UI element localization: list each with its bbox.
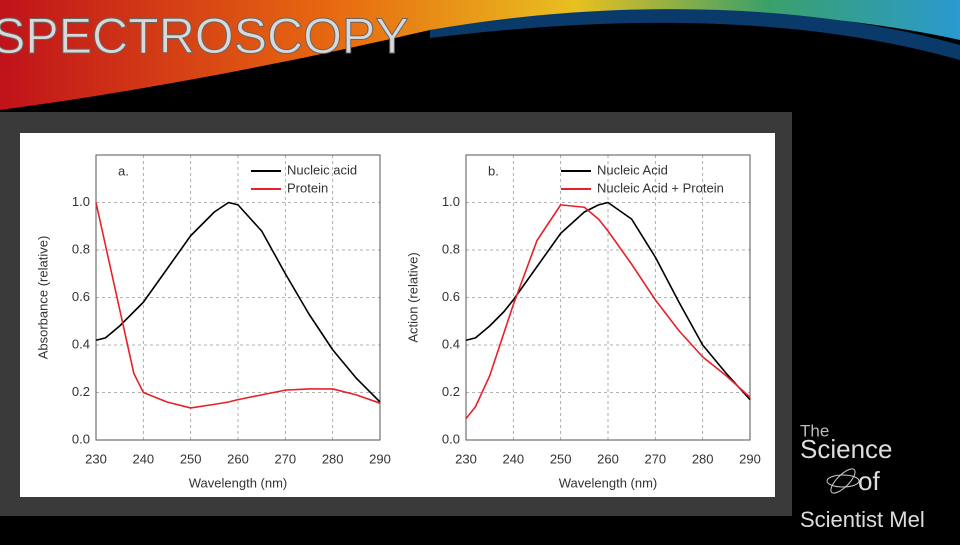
x-tick-label: 260 xyxy=(597,451,619,466)
x-tick-label: 280 xyxy=(322,451,344,466)
data-line xyxy=(465,204,751,420)
plot-frame xyxy=(465,154,751,441)
y-tick-label: 0.4 xyxy=(72,336,90,351)
y-tick-label: 0.2 xyxy=(442,384,460,399)
x-tick-label: 280 xyxy=(692,451,714,466)
logo-text: Scientist Mel xyxy=(800,507,925,532)
x-axis-label: Wavelength (nm) xyxy=(189,475,288,490)
title-swoosh xyxy=(0,0,960,110)
y-tick-label: 1.0 xyxy=(72,194,90,209)
y-tick-label: 0.8 xyxy=(72,241,90,256)
panel-annotation: a. xyxy=(118,163,129,178)
data-line xyxy=(465,201,751,401)
x-tick-label: 240 xyxy=(502,451,524,466)
x-tick-label: 240 xyxy=(132,451,154,466)
legend-label: Nucleic Acid xyxy=(597,162,668,177)
x-tick-label: 250 xyxy=(180,451,202,466)
x-tick-label: 250 xyxy=(550,451,572,466)
image-panel xyxy=(20,133,775,497)
y-tick-label: 1.0 xyxy=(442,194,460,209)
data-line xyxy=(95,202,381,409)
x-axis-label: Wavelength (nm) xyxy=(559,475,658,490)
logo-text: Science xyxy=(800,434,893,464)
panel-annotation: b. xyxy=(488,163,499,178)
legend-label: Protein xyxy=(287,180,328,195)
y-tick-label: 0.0 xyxy=(442,431,460,446)
x-tick-label: 260 xyxy=(227,451,249,466)
x-tick-label: 290 xyxy=(739,451,761,466)
data-line xyxy=(95,201,381,403)
y-tick-label: 0.6 xyxy=(72,289,90,304)
slide-title: SPECTROSCOPY xyxy=(0,8,409,64)
legend-label: Nucleic acid xyxy=(287,162,357,177)
y-tick-label: 0.0 xyxy=(72,431,90,446)
x-tick-label: 290 xyxy=(369,451,391,466)
legend-label: Nucleic Acid + Protein xyxy=(597,180,724,195)
plot-frame xyxy=(95,154,381,441)
y-tick-label: 0.2 xyxy=(72,384,90,399)
swoosh-accent xyxy=(430,9,960,60)
logo-atom xyxy=(830,468,856,494)
logo-text: of xyxy=(858,466,880,496)
y-tick-label: 0.8 xyxy=(442,241,460,256)
x-tick-label: 230 xyxy=(455,451,477,466)
logo-text: The xyxy=(800,421,829,440)
y-axis-label: Action (relative) xyxy=(405,252,420,342)
y-axis-label: Absorbance (relative) xyxy=(35,236,50,360)
x-tick-label: 230 xyxy=(85,451,107,466)
y-tick-label: 0.6 xyxy=(442,289,460,304)
x-tick-label: 270 xyxy=(274,451,296,466)
x-tick-label: 270 xyxy=(644,451,666,466)
y-tick-label: 0.4 xyxy=(442,336,460,351)
logo-atom xyxy=(826,474,860,488)
